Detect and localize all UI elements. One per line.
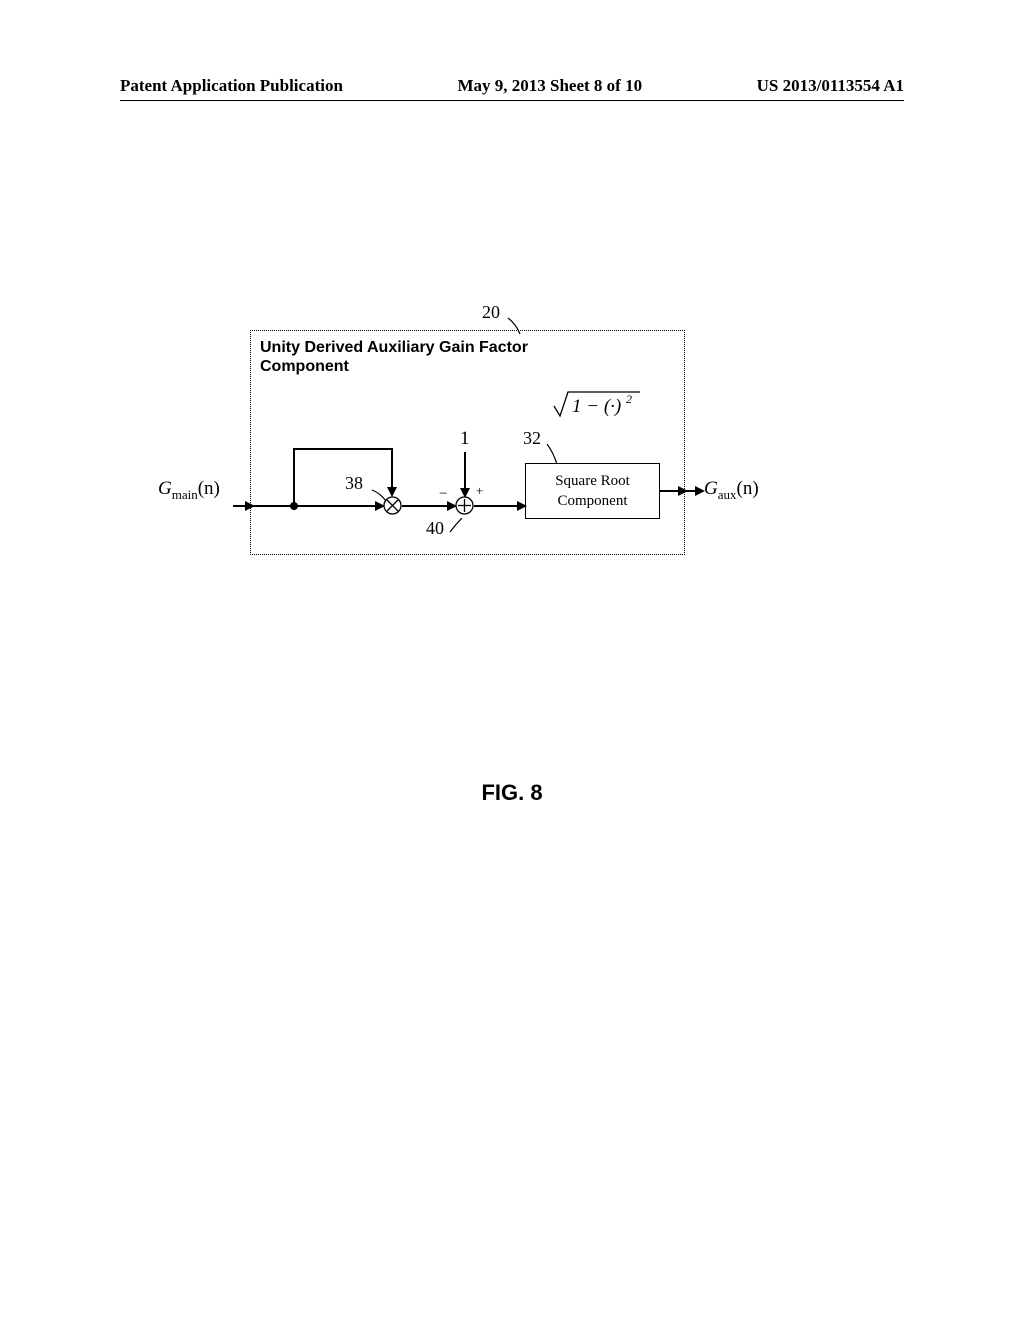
arrow-out [695, 486, 705, 496]
arrow-to-sqrt [517, 501, 527, 511]
component-title-line1: Unity Derived Auxiliary Gain Factor [260, 339, 528, 356]
arrow-out-box [678, 486, 688, 496]
plus-sign: + [476, 483, 483, 499]
header-rule [120, 100, 904, 101]
page-header: Patent Application Publication May 9, 20… [0, 76, 1024, 96]
adder-icon [455, 496, 474, 515]
figure-label: FIG. 8 [0, 780, 1024, 806]
sqrt-block-l2: Component [558, 493, 628, 509]
feedback-v2 [391, 448, 393, 490]
arrow-in-box [245, 501, 255, 511]
multiplier-icon [383, 496, 402, 515]
unity-label: 1 [460, 428, 470, 450]
ref-label-20: 20 [482, 302, 500, 323]
ref-label-38: 38 [345, 473, 363, 494]
sqrt-block: Square Root Component [525, 463, 660, 519]
feedback-v1 [293, 448, 295, 505]
component-title-line2: Component [260, 358, 349, 375]
signal-in [233, 505, 383, 507]
feedback-h [293, 448, 392, 450]
leader-40 [426, 518, 462, 538]
header-center: May 9, 2013 Sheet 8 of 10 [457, 76, 642, 96]
minus-sign: − [439, 486, 447, 503]
svg-text:2: 2 [626, 392, 632, 406]
header-left: Patent Application Publication [120, 76, 343, 96]
unity-line [464, 452, 466, 492]
output-label: Gaux(n) [704, 478, 759, 503]
sqrt-block-l1: Square Root [555, 473, 630, 489]
component-title: Unity Derived Auxiliary Gain Factor Comp… [260, 338, 528, 376]
sqrt-formula: 1 − (·) 2 [552, 386, 642, 426]
header-right: US 2013/0113554 A1 [757, 76, 904, 96]
svg-text:1 − (·): 1 − (·) [572, 396, 621, 417]
input-label: Gmain(n) [158, 478, 220, 503]
block-diagram: 20 Unity Derived Auxiliary Gain Factor C… [120, 300, 904, 600]
leader-32 [545, 442, 565, 466]
ref-label-32: 32 [523, 428, 541, 449]
